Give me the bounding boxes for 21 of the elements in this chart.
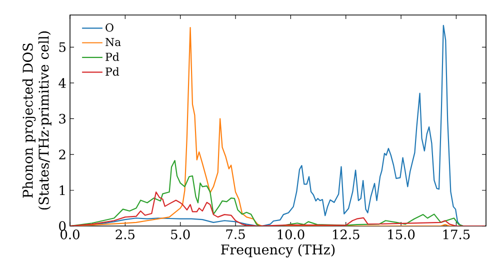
y-tick-label: 2: [59, 150, 66, 160]
legend-label: O: [106, 23, 114, 32]
y-tick-label: 0: [59, 221, 66, 231]
x-tick-label: 15.0: [388, 230, 415, 240]
x-tick-label: 12.5: [333, 230, 360, 240]
x-tick-label: 5.0: [171, 230, 190, 240]
x-axis-title: Frequency (THz): [221, 244, 335, 258]
x-tick-label: 0.0: [60, 230, 80, 240]
y-axis-title: Phonon projected DOS (States/THz·primitive cell): [22, 31, 52, 210]
x-tick-label: 7.5: [226, 230, 245, 240]
y-tick-label: 5: [59, 42, 66, 52]
x-tick-label: 10.0: [278, 230, 304, 240]
line-series: [70, 191, 486, 226]
y-tick-label: 1: [60, 185, 65, 196]
legend-label: Pd: [106, 67, 120, 76]
legend-label: Na: [106, 38, 121, 46]
y-tick-label: 4: [58, 78, 66, 88]
x-tick-label: 2.5: [116, 230, 134, 240]
x-tick-label: 17.5: [443, 230, 470, 240]
legend-label: Pd: [106, 52, 120, 61]
y-tick-label: 3: [59, 114, 66, 124]
